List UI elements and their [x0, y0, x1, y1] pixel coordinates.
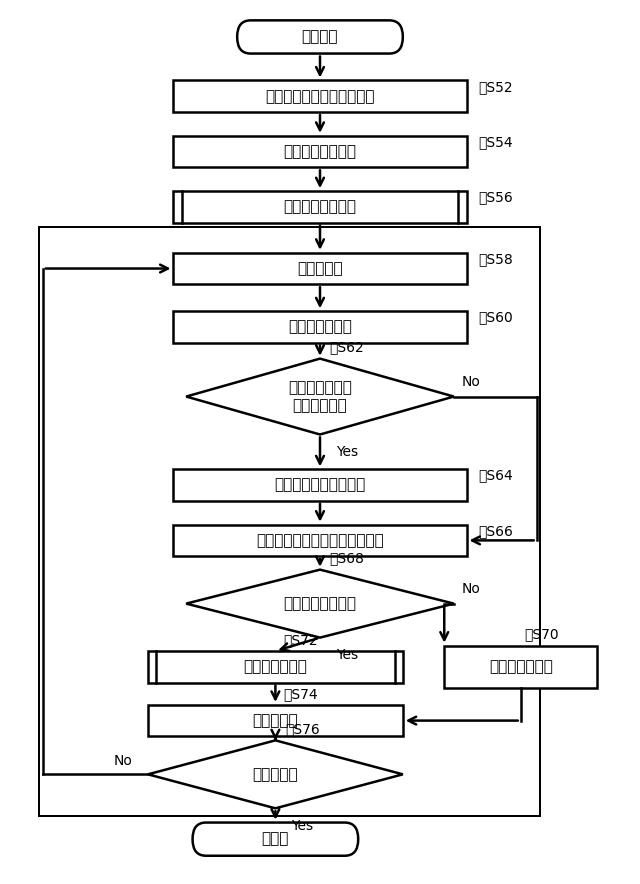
Text: 電子部品ごとに
形状を検出？: 電子部品ごとに 形状を検出？	[288, 380, 352, 413]
Text: 電子部品は適正？: 電子部品は適正？	[284, 596, 356, 611]
Text: No: No	[113, 754, 132, 768]
Text: ～S68: ～S68	[330, 552, 364, 566]
Bar	[173, 524, 467, 556]
Bar	[173, 80, 467, 112]
Text: ～S70: ～S70	[524, 628, 559, 642]
Text: 生産プログラムの読み込み: 生産プログラムの読み込み	[265, 88, 375, 103]
Text: Yes: Yes	[336, 445, 358, 459]
Text: 基板の搬出: 基板の搬出	[253, 713, 298, 728]
Text: No: No	[461, 582, 481, 596]
Bar	[173, 253, 467, 285]
Text: 電子部品の形状を検出: 電子部品の形状を検出	[275, 477, 365, 492]
Polygon shape	[148, 741, 403, 808]
Text: ～S62: ～S62	[330, 340, 364, 354]
Bar	[173, 191, 467, 223]
FancyBboxPatch shape	[237, 20, 403, 54]
FancyBboxPatch shape	[193, 822, 358, 856]
Bar	[173, 469, 467, 501]
Text: 装置の状態の検出: 装置の状態の検出	[284, 144, 356, 159]
Text: ～S52: ～S52	[478, 80, 513, 94]
Text: 電子部品の実装: 電子部品の実装	[243, 659, 307, 674]
Text: ～S56: ～S56	[478, 191, 513, 204]
Text: ～S72: ～S72	[283, 633, 317, 647]
Bar	[148, 705, 403, 736]
Text: 検出結果と事前データとを比較: 検出結果と事前データとを比較	[256, 533, 384, 548]
Text: 基板の搬入: 基板の搬入	[297, 261, 343, 276]
Text: 事前データの取得: 事前データの取得	[284, 200, 356, 215]
Text: Yes: Yes	[336, 648, 358, 662]
Text: ～S64: ～S64	[478, 469, 513, 483]
Text: ～S66: ～S66	[478, 524, 513, 538]
Text: ～S54: ～S54	[478, 135, 513, 149]
Polygon shape	[186, 569, 454, 637]
Text: スタート: スタート	[301, 29, 339, 44]
Bar	[148, 651, 403, 682]
Polygon shape	[186, 359, 454, 435]
Text: 電子部品の搬入: 電子部品の搬入	[288, 319, 352, 334]
Bar	[173, 311, 467, 343]
Text: ～S58: ～S58	[478, 252, 513, 266]
Text: ～S74: ～S74	[283, 687, 317, 701]
Text: 電子部品を廃棄: 電子部品を廃棄	[489, 659, 553, 674]
Text: Yes: Yes	[291, 819, 314, 833]
Text: ～S76: ～S76	[285, 722, 320, 736]
Bar	[173, 136, 467, 167]
Text: ～S60: ～S60	[478, 310, 513, 324]
Text: No: No	[461, 375, 481, 389]
Bar	[444, 645, 597, 688]
Bar	[39, 226, 540, 816]
Text: エンド: エンド	[262, 832, 289, 847]
Text: 生産終了？: 生産終了？	[253, 766, 298, 781]
